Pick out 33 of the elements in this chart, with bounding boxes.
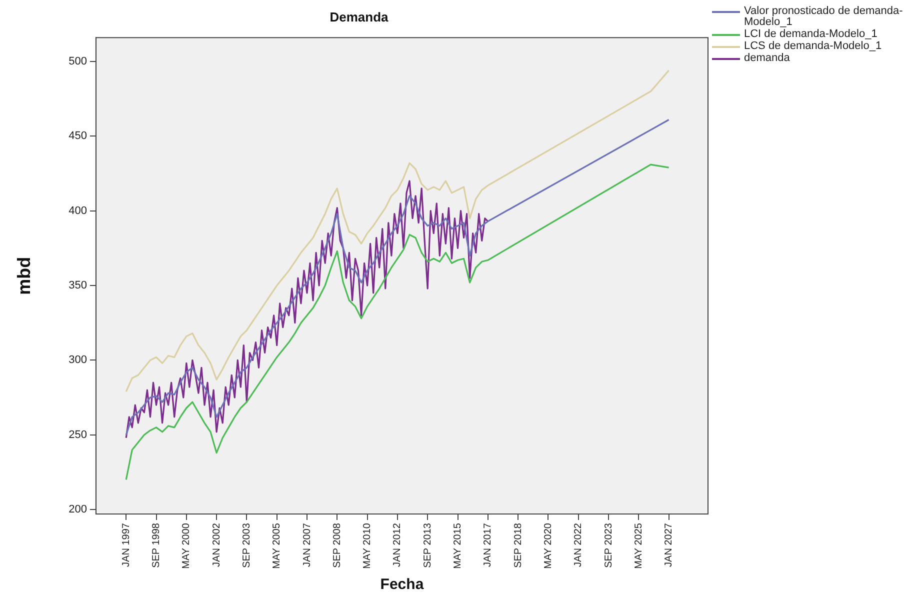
x-tick-label: JAN 2002 [211,522,222,567]
x-axis-title: Fecha [380,576,424,594]
x-tick-label: SEP 2013 [422,522,434,568]
x-tick-label: JAN 2017 [482,522,494,567]
y-axis-title: mbd [14,256,34,295]
y-tick-label: 200 [68,504,87,516]
legend-label: demanda [744,52,790,64]
x-tick-label: MAY 2020 [542,522,554,569]
chart-title: Demanda [330,9,390,24]
x-tick-label: SEP 2023 [603,522,614,568]
y-tick-label: 350 [68,280,87,292]
x-tick-label: MAY 2025 [633,522,644,569]
legend-label: LCI de demanda-Modelo_1 [744,28,878,40]
x-tick-label: SEP 2008 [332,522,343,568]
legend-label: LCS de demanda-Modelo_1 [744,40,882,52]
x-tick-label: JAN 2012 [392,522,404,567]
y-tick-label: 250 [68,428,87,441]
x-tick-label: MAY 2005 [272,522,283,569]
x-tick-label: SEP 2003 [241,522,252,568]
y-tick-label: 450 [68,130,87,142]
y-tick-label: 400 [68,204,87,217]
legend-label: Valor pronosticado de demanda-Modelo_1 [744,5,904,28]
x-tick-label: MAY 2010 [362,522,374,569]
y-tick-label: 300 [68,354,87,366]
x-tick-label: JAN 2022 [573,522,584,567]
x-tick-label: MAY 2000 [181,522,192,569]
x-tick-label: SEP 2018 [512,522,524,568]
x-tick-label: JAN 2027 [664,522,675,567]
x-tick-label: MAY 2015 [452,522,464,569]
x-tick-label: JAN 2007 [302,522,313,567]
x-tick-label: JAN 1997 [120,522,132,567]
y-tick-label: 500 [68,56,87,68]
x-tick-label: SEP 1998 [151,522,162,568]
